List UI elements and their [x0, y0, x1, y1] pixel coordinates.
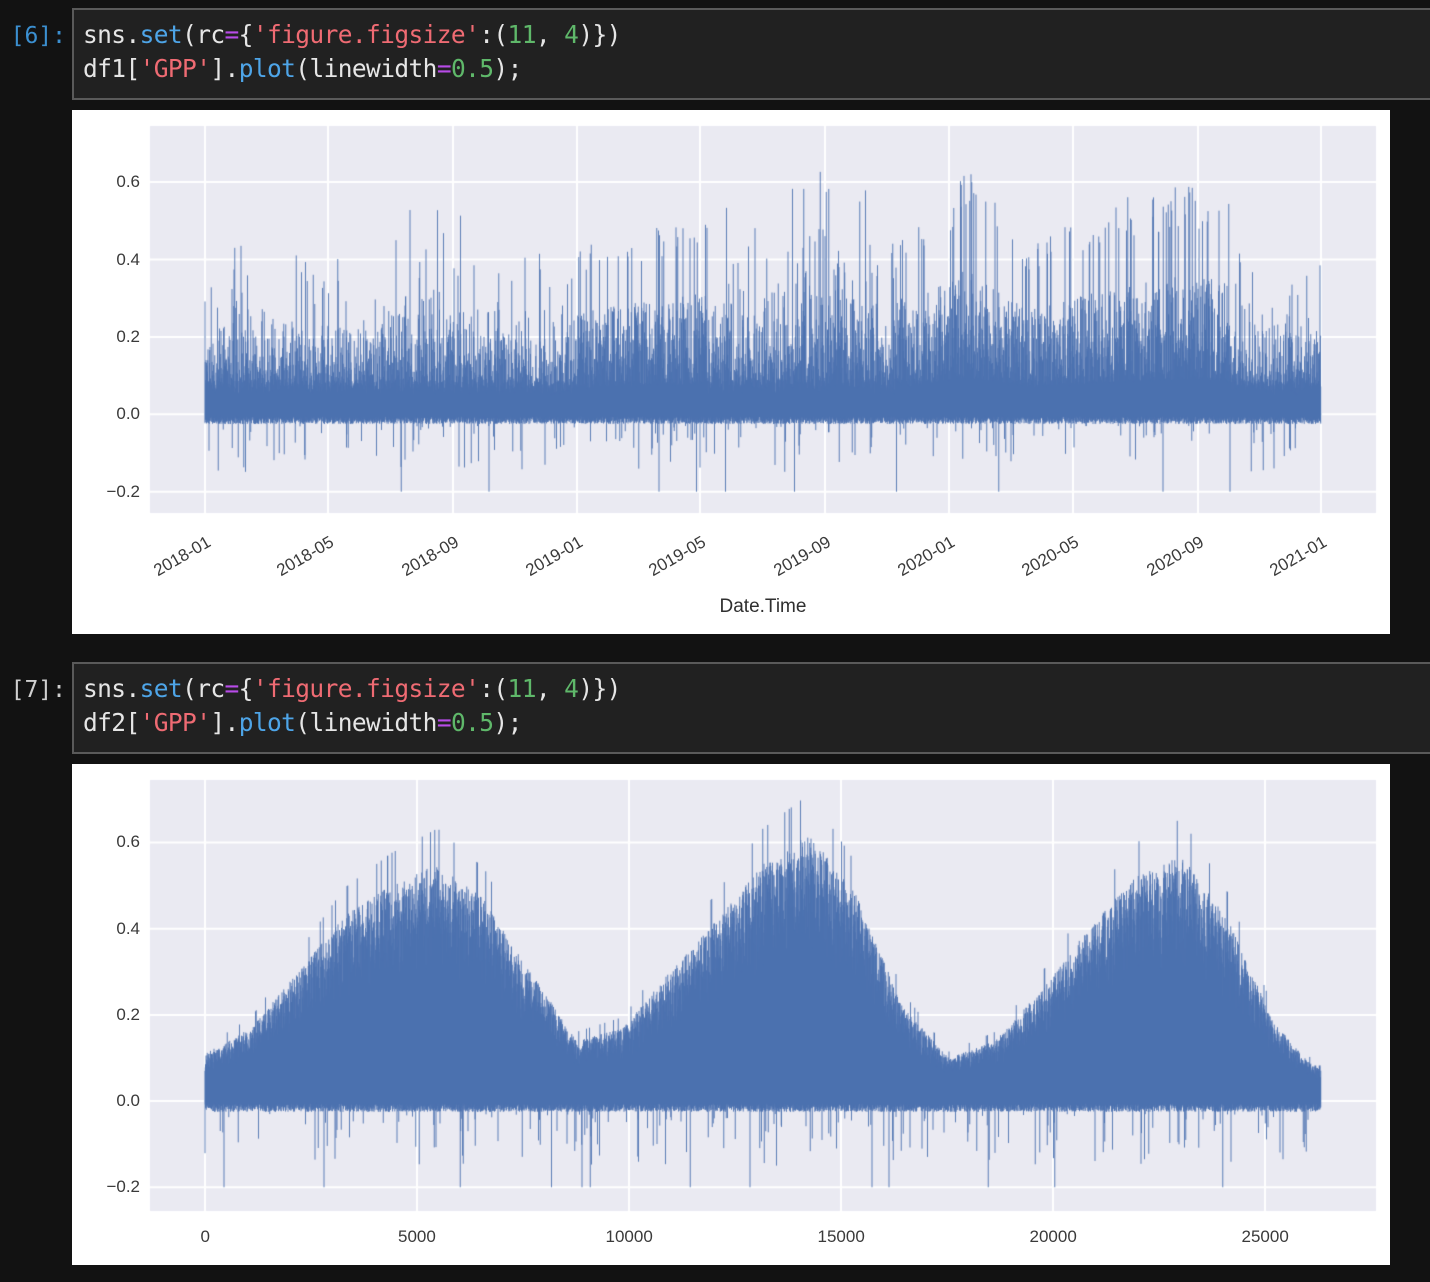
x-axis-label: Date.Time	[719, 596, 807, 617]
code-token: =	[224, 674, 240, 703]
code-token: )})	[578, 20, 621, 49]
code-line: df2['GPP'].plot(linewidth=0.5);	[83, 706, 1430, 740]
code-token: 11	[507, 20, 537, 49]
y-tick-label: 0.0	[116, 404, 140, 424]
code-line: sns.set(rc={'figure.figsize':(11, 4)})	[83, 18, 1430, 52]
code-token: set	[139, 674, 183, 703]
code-cell-6-input[interactable]: sns.set(rc={'figure.figsize':(11, 4)}) d…	[72, 8, 1430, 100]
y-tick-label: 0.6	[116, 172, 140, 192]
code-token: :(	[479, 20, 508, 49]
y-tick-label: 0.6	[116, 832, 140, 852]
code-token: (rc	[182, 674, 225, 703]
code-token: 4	[564, 20, 579, 49]
code-token: (linewidth	[295, 708, 437, 737]
code-token: =	[224, 20, 240, 49]
code-token: 'GPP'	[139, 54, 211, 83]
y-tick-label: −0.2	[106, 1177, 140, 1197]
code-token: );	[493, 708, 522, 737]
code-token: 'figure.figsize'	[252, 674, 480, 703]
x-tick-label: 25000	[1241, 1227, 1289, 1246]
code-token: df1[	[83, 54, 140, 83]
code-token: sns	[83, 674, 126, 703]
code-token: set	[139, 20, 183, 49]
code-token: 4	[564, 674, 579, 703]
code-token: sns	[83, 20, 126, 49]
code-token: plot	[238, 708, 296, 737]
code-token: :(	[479, 674, 508, 703]
code-cell-7-input[interactable]: sns.set(rc={'figure.figsize':(11, 4)}) d…	[72, 662, 1430, 754]
code-token: 0.5	[450, 708, 494, 737]
x-tick-label: 10000	[605, 1227, 653, 1246]
code-token: );	[493, 54, 522, 83]
code-token: plot	[238, 54, 296, 83]
y-tick-label: 0.2	[116, 1004, 140, 1024]
code-token: 'GPP'	[139, 708, 211, 737]
execution-count-7: [7]:	[10, 677, 66, 703]
code-token: .	[125, 674, 140, 703]
output-figure-df2-gpp: 0.6 0.4 0.2 0.0 −0.2 0 5000 10000 15000 20000 2500…	[72, 764, 1390, 1265]
code-token: =	[436, 54, 452, 83]
code-token: )})	[578, 674, 621, 703]
y-tick-label: 0.4	[116, 249, 140, 269]
output-figure-df1-gpp: 0.6 0.4 0.2 0.0 −0.2 2018-01 2018-05 2018-09 201…	[72, 110, 1390, 634]
code-token: ].	[210, 54, 239, 83]
code-line: sns.set(rc={'figure.figsize':(11, 4)})	[83, 672, 1430, 706]
code-token: {	[238, 674, 254, 703]
y-tick-label: 0.2	[116, 326, 140, 346]
x-tick-label: 20000	[1029, 1227, 1077, 1246]
execution-count-6: [6]:	[10, 23, 66, 49]
code-token: 'figure.figsize'	[252, 20, 480, 49]
x-tick-label: 0	[200, 1227, 210, 1246]
code-token: df2[	[83, 708, 140, 737]
code-token: (linewidth	[295, 54, 437, 83]
code-token: .	[125, 20, 140, 49]
code-token: 11	[507, 674, 537, 703]
x-tick-label: 15000	[817, 1227, 865, 1246]
code-token: =	[436, 708, 452, 737]
code-line: df1['GPP'].plot(linewidth=0.5);	[83, 52, 1430, 86]
code-token: ].	[210, 708, 239, 737]
y-tick-label: −0.2	[106, 481, 140, 501]
code-token: 0.5	[450, 54, 494, 83]
y-tick-label: 0.0	[116, 1091, 140, 1111]
code-token: {	[238, 20, 254, 49]
line-chart-canvas	[72, 110, 1390, 634]
y-tick-label: 0.4	[116, 918, 140, 938]
x-tick-label: 5000	[398, 1227, 436, 1246]
code-token: ,	[535, 674, 565, 703]
line-chart-canvas	[72, 764, 1390, 1265]
code-token: ,	[535, 20, 565, 49]
code-token: (rc	[182, 20, 225, 49]
